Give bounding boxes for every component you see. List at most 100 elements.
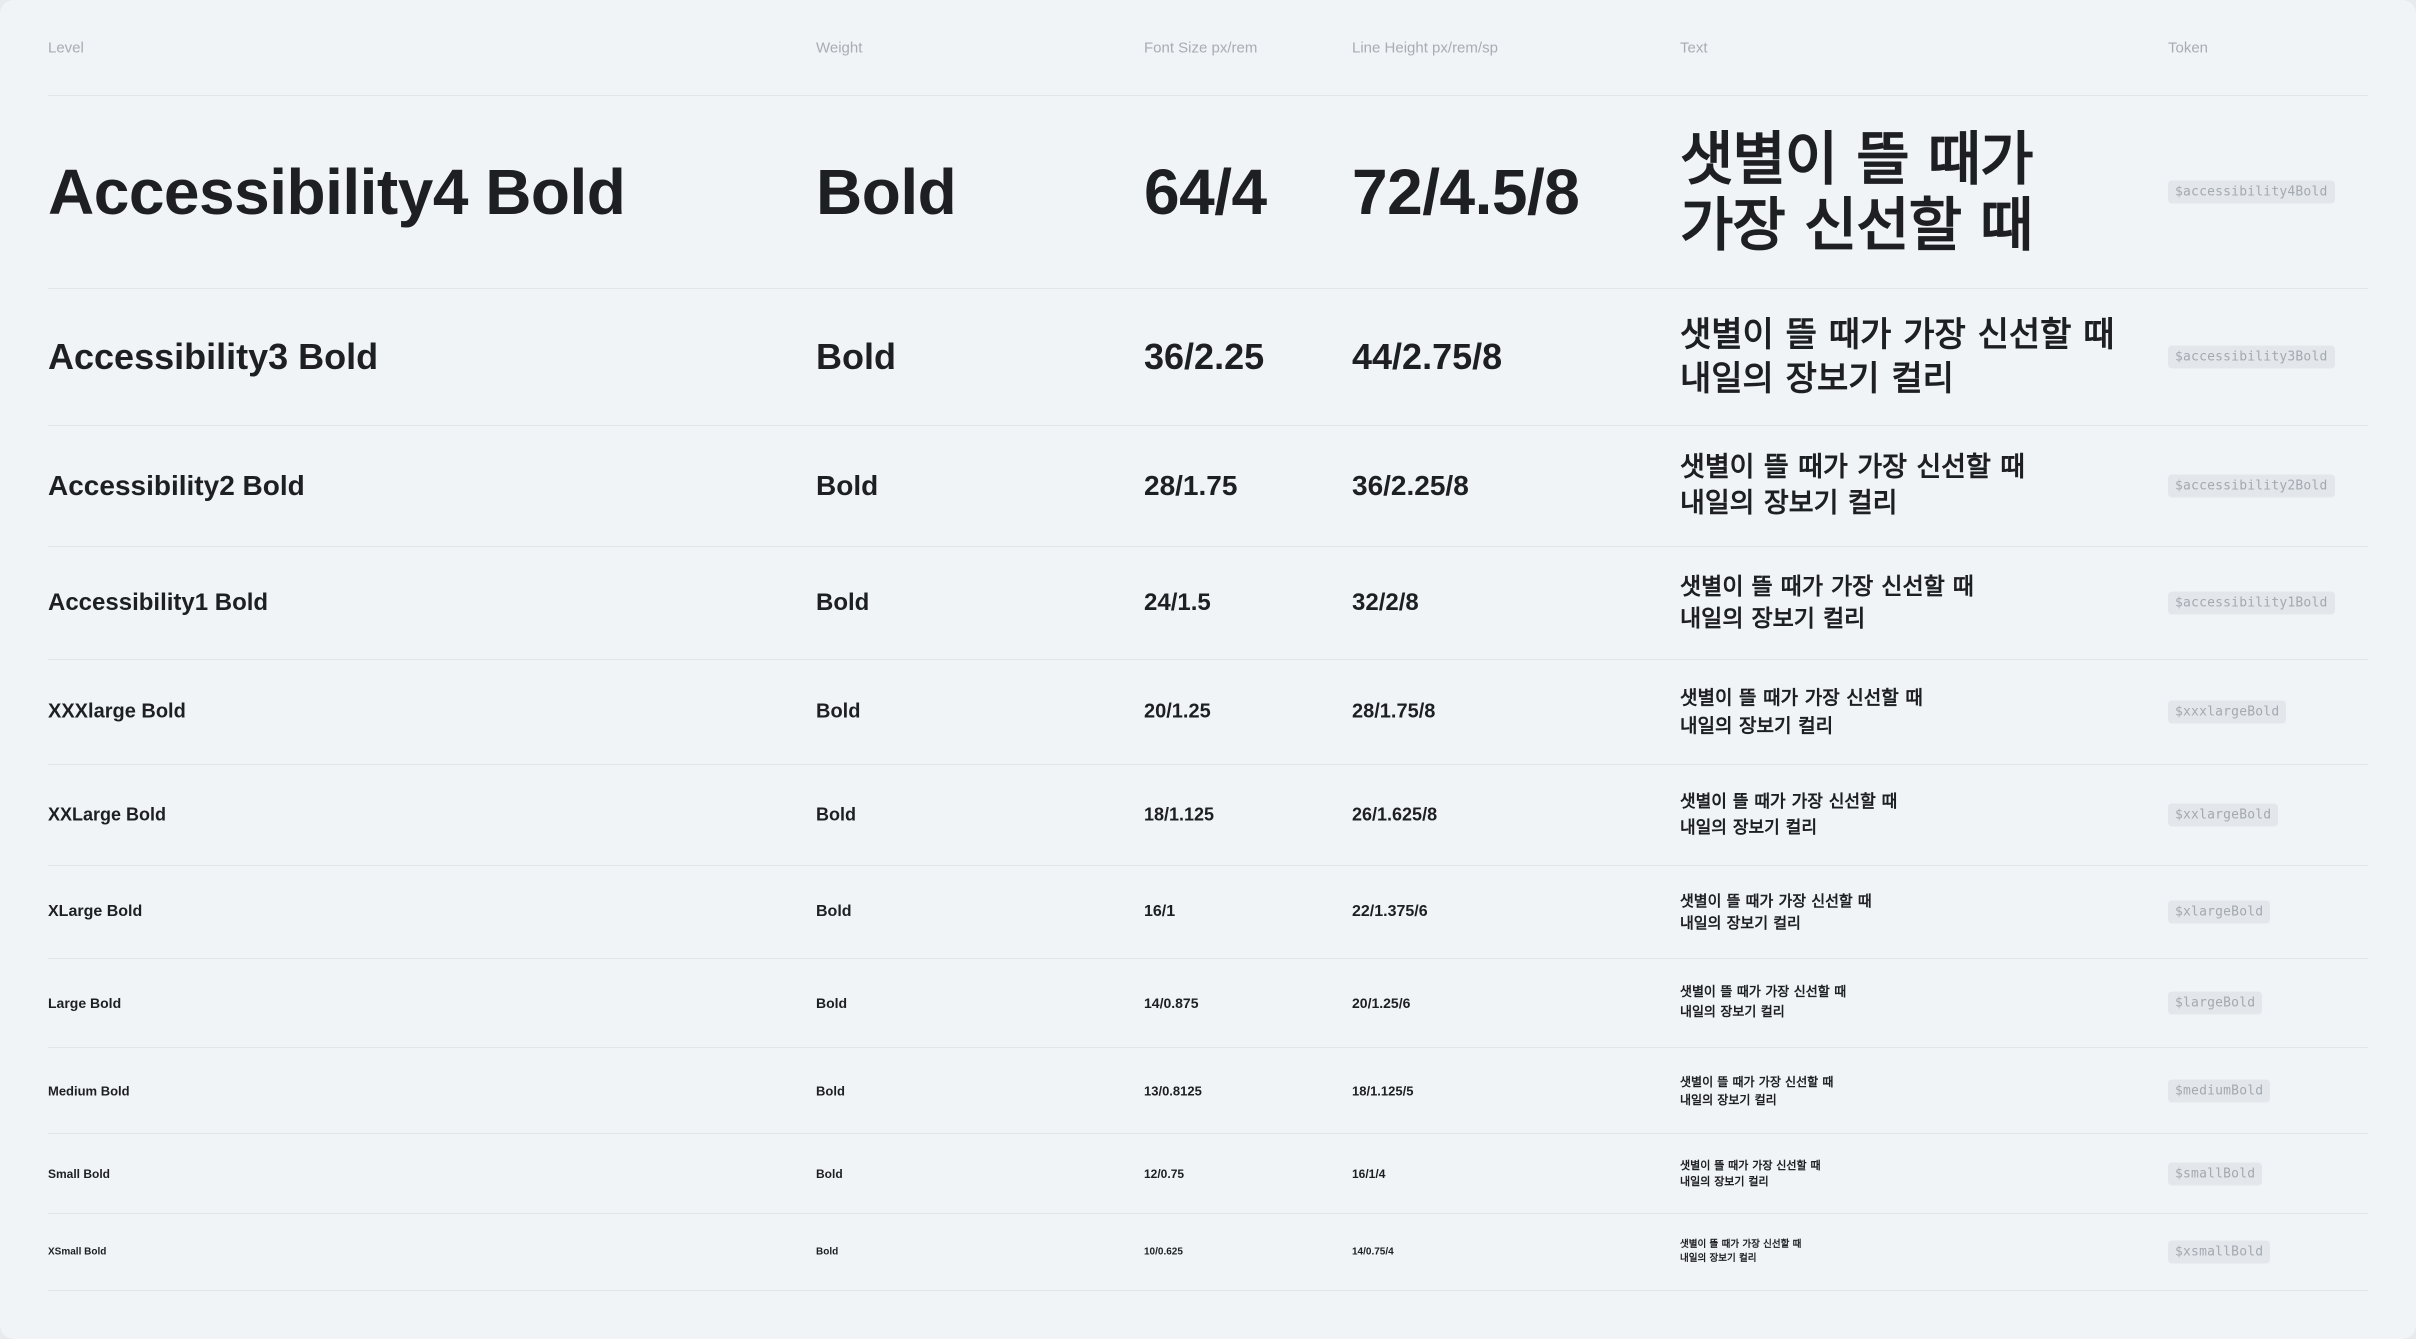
sample-text: 샛별이 뜰 때가 가장 신선할 때 내일의 장보기 컬리	[1680, 1238, 1801, 1266]
token-badge: $accessibility2Bold	[2168, 474, 2335, 498]
sample-text-line1: 샛별이 뜰 때가 가장 신선할 때	[1680, 1158, 1821, 1172]
sample-text-line1: 샛별이 뜰 때가	[1680, 125, 2034, 193]
sample-text-line1: 샛별이 뜰 때가 가장 신선할 때	[1680, 985, 1847, 1000]
sample-text: 샛별이 뜰 때가 가장 신선할 때 내일의 장보기 컬리	[1680, 890, 1872, 934]
token-badge: $xlargeBold	[2168, 900, 2271, 924]
font-size-value: 18/1.125	[1144, 804, 1215, 825]
sample-text-line1: 샛별이 뜰 때가 가장 신선할 때	[1680, 687, 1923, 709]
level-name: Small Bold	[48, 1166, 111, 1181]
weight-value: Bold	[816, 589, 870, 616]
level-name: Accessibility1 Bold	[48, 589, 269, 616]
font-size-value: 13/0.8125	[1144, 1083, 1202, 1098]
table-header: Level Weight Font Size px/rem Line Heigh…	[48, 0, 2368, 96]
token-badge: $accessibility4Bold	[2168, 180, 2335, 204]
table-row: Accessibility3 Bold Bold 36/2.25 44/2.75…	[48, 289, 2368, 426]
sample-text-line2: 내일의 장보기 컬리	[1680, 1092, 1777, 1107]
weight-value: Bold	[816, 1166, 843, 1181]
sample-text-line2: 내일의 장보기 컬리	[1680, 359, 1954, 399]
weight-value: Bold	[816, 804, 856, 825]
sample-text-line2: 내일의 장보기 컬리	[1680, 606, 1866, 632]
table-row: Medium Bold Bold 13/0.8125 18/1.125/5 샛별…	[48, 1048, 2368, 1134]
token-badge: $xsmallBold	[2168, 1240, 2271, 1264]
line-height-value: 72/4.5/8	[1352, 156, 1580, 228]
level-name: Medium Bold	[48, 1083, 130, 1098]
sample-text-line1: 샛별이 뜰 때가 가장 신선할 때	[1680, 452, 2026, 483]
weight-value: Bold	[816, 156, 957, 228]
font-size-value: 36/2.25	[1144, 336, 1265, 377]
level-name: Accessibility4 Bold	[48, 156, 626, 228]
line-height-value: 18/1.125/5	[1352, 1083, 1414, 1098]
sample-text: 샛별이 뜰 때가 가장 신선할 때 내일의 장보기 컬리	[1680, 1073, 1833, 1109]
level-name: Large Bold	[48, 995, 122, 1011]
token-cell: $xlargeBold	[2168, 900, 2271, 924]
typography-table: Level Weight Font Size px/rem Line Heigh…	[48, 0, 2368, 1291]
sample-text-line2: 내일의 장보기 컬리	[1680, 1253, 1757, 1264]
sample-text-line2: 내일의 장보기 컬리	[1680, 1174, 1769, 1188]
table-row: XXXlarge Bold Bold 20/1.25 28/1.75/8 샛별이…	[48, 660, 2368, 765]
table-row: Accessibility2 Bold Bold 28/1.75 36/2.25…	[48, 426, 2368, 547]
token-badge: $accessibility1Bold	[2168, 591, 2335, 615]
token-cell: $smallBold	[2168, 1162, 2263, 1185]
token-badge: $smallBold	[2168, 1162, 2263, 1185]
sample-text-line1: 샛별이 뜰 때가 가장 신선할 때	[1680, 792, 1898, 812]
font-size-value: 64/4	[1144, 156, 1267, 228]
line-height-value: 32/2/8	[1352, 589, 1419, 616]
font-size-value: 14/0.875	[1144, 995, 1199, 1011]
line-height-value: 44/2.75/8	[1352, 336, 1503, 377]
header-token: Token	[2168, 39, 2209, 56]
weight-value: Bold	[816, 470, 879, 501]
sample-text: 샛별이 뜰 때가 가장 신선할 때 내일의 장보기 컬리	[1680, 684, 1923, 740]
sample-text-line1: 샛별이 뜰 때가 가장 신선할 때	[1680, 892, 1872, 910]
sample-text-line2: 내일의 장보기 컬리	[1680, 1005, 1785, 1020]
token-cell: $accessibility2Bold	[2168, 474, 2335, 498]
token-cell: $accessibility4Bold	[2168, 180, 2335, 204]
sample-text-line2: 가장 신선할 때	[1680, 191, 2034, 259]
token-badge: $xxxlargeBold	[2168, 700, 2287, 724]
table-row: XXLarge Bold Bold 18/1.125 26/1.625/8 샛별…	[48, 765, 2368, 866]
token-cell: $accessibility1Bold	[2168, 591, 2335, 615]
table-row: XSmall Bold Bold 10/0.625 14/0.75/4 샛별이 …	[48, 1214, 2368, 1291]
weight-value: Bold	[816, 336, 896, 377]
header-level: Level	[48, 39, 84, 56]
line-height-value: 26/1.625/8	[1352, 804, 1438, 825]
font-size-value: 24/1.5	[1144, 589, 1211, 616]
font-size-value: 12/0.75	[1144, 1166, 1185, 1181]
sample-text-line1: 샛별이 뜰 때가 가장 신선할 때	[1680, 315, 2115, 355]
weight-value: Bold	[816, 700, 861, 723]
level-name: XSmall Bold	[48, 1246, 107, 1258]
line-height-value: 16/1/4	[1352, 1166, 1386, 1181]
line-height-value: 28/1.75/8	[1352, 700, 1436, 723]
sample-text: 샛별이 뜰 때가 가장 신선할 때 내일의 장보기 컬리	[1680, 1158, 1821, 1190]
table-row: Accessibility1 Bold Bold 24/1.5 32/2/8 샛…	[48, 547, 2368, 660]
weight-value: Bold	[816, 995, 848, 1011]
line-height-value: 14/0.75/4	[1352, 1246, 1394, 1258]
sample-text-line1: 샛별이 뜰 때가 가장 신선할 때	[1680, 1074, 1834, 1089]
table-row: XLarge Bold Bold 16/1 22/1.375/6 샛별이 뜰 때…	[48, 866, 2368, 959]
header-weight: Weight	[816, 39, 863, 56]
sample-text: 샛별이 뜰 때가 가장 신선할 때 내일의 장보기 컬리	[1680, 983, 1846, 1023]
sample-text: 샛별이 뜰 때가 가장 신선할 때 내일의 장보기 컬리	[1680, 313, 2115, 401]
header-line-height: Line Height px/rem/sp	[1352, 39, 1498, 56]
sample-text-line2: 내일의 장보기 컬리	[1680, 914, 1801, 932]
level-name: Accessibility2 Bold	[48, 470, 305, 501]
level-name: XXXlarge Bold	[48, 700, 186, 723]
sample-text: 샛별이 뜰 때가 가장 신선할 때 내일의 장보기 컬리	[1680, 450, 2025, 522]
sample-text: 샛별이 뜰 때가 가장 신선할 때 내일의 장보기 컬리	[1680, 571, 1974, 635]
weight-value: Bold	[816, 1083, 845, 1098]
font-size-value: 28/1.75	[1144, 470, 1238, 501]
weight-value: Bold	[816, 903, 852, 920]
table-row: Large Bold Bold 14/0.875 20/1.25/6 샛별이 뜰…	[48, 959, 2368, 1048]
font-size-value: 10/0.625	[1144, 1246, 1183, 1258]
sample-text-line1: 샛별이 뜰 때가 가장 신선할 때	[1680, 574, 1974, 600]
level-name: XLarge Bold	[48, 903, 143, 920]
line-height-value: 20/1.25/6	[1352, 995, 1411, 1011]
token-badge: $accessibility3Bold	[2168, 345, 2335, 369]
token-cell: $xsmallBold	[2168, 1240, 2271, 1264]
token-cell: $xxxlargeBold	[2168, 700, 2287, 724]
token-badge: $xxlargeBold	[2168, 803, 2279, 827]
font-size-value: 16/1	[1144, 903, 1176, 920]
line-height-value: 22/1.375/6	[1352, 903, 1428, 920]
token-cell: $xxlargeBold	[2168, 803, 2279, 827]
level-name: Accessibility3 Bold	[48, 336, 379, 377]
